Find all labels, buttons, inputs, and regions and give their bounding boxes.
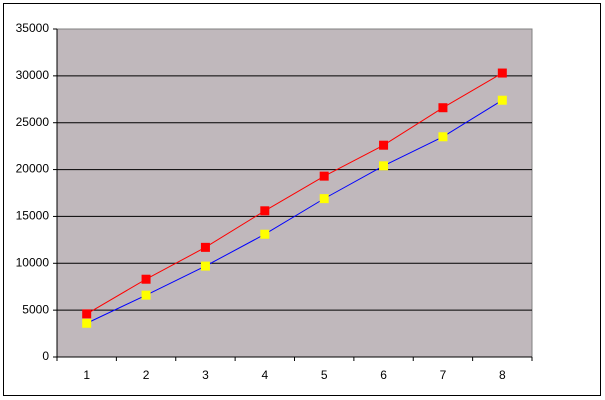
data-marker	[260, 229, 270, 239]
y-tick-label: 25000	[16, 115, 50, 129]
data-marker	[82, 309, 92, 319]
data-marker	[438, 132, 448, 142]
data-marker	[497, 95, 507, 105]
data-marker	[141, 274, 151, 284]
data-marker	[438, 103, 448, 113]
data-marker	[82, 318, 92, 328]
x-tick-label: 2	[143, 368, 150, 382]
y-tick-label: 20000	[16, 162, 50, 176]
data-marker	[200, 261, 210, 271]
y-tick-label: 30000	[16, 68, 50, 82]
y-tick-label: 15000	[16, 209, 50, 223]
data-marker	[319, 171, 329, 181]
x-tick-label: 8	[499, 368, 506, 382]
data-marker	[260, 206, 270, 216]
series-line	[86, 99, 503, 324]
data-marker	[141, 290, 151, 300]
y-tick-label: 5000	[22, 302, 49, 316]
x-tick-label: 3	[202, 368, 209, 382]
y-tick-label: 0	[42, 349, 49, 363]
x-tick-label: 1	[83, 368, 90, 382]
data-marker	[319, 194, 329, 204]
data-marker	[200, 242, 210, 252]
y-tick-label: 35000	[16, 21, 50, 35]
x-tick-label: 7	[440, 368, 447, 382]
data-marker	[379, 140, 389, 150]
series-line	[86, 72, 503, 315]
x-tick-label: 6	[380, 368, 387, 382]
x-tick-label: 4	[261, 368, 268, 382]
x-tick-label: 5	[321, 368, 328, 382]
data-marker	[379, 161, 389, 171]
data-marker	[497, 68, 507, 78]
y-tick-label: 10000	[16, 255, 50, 269]
